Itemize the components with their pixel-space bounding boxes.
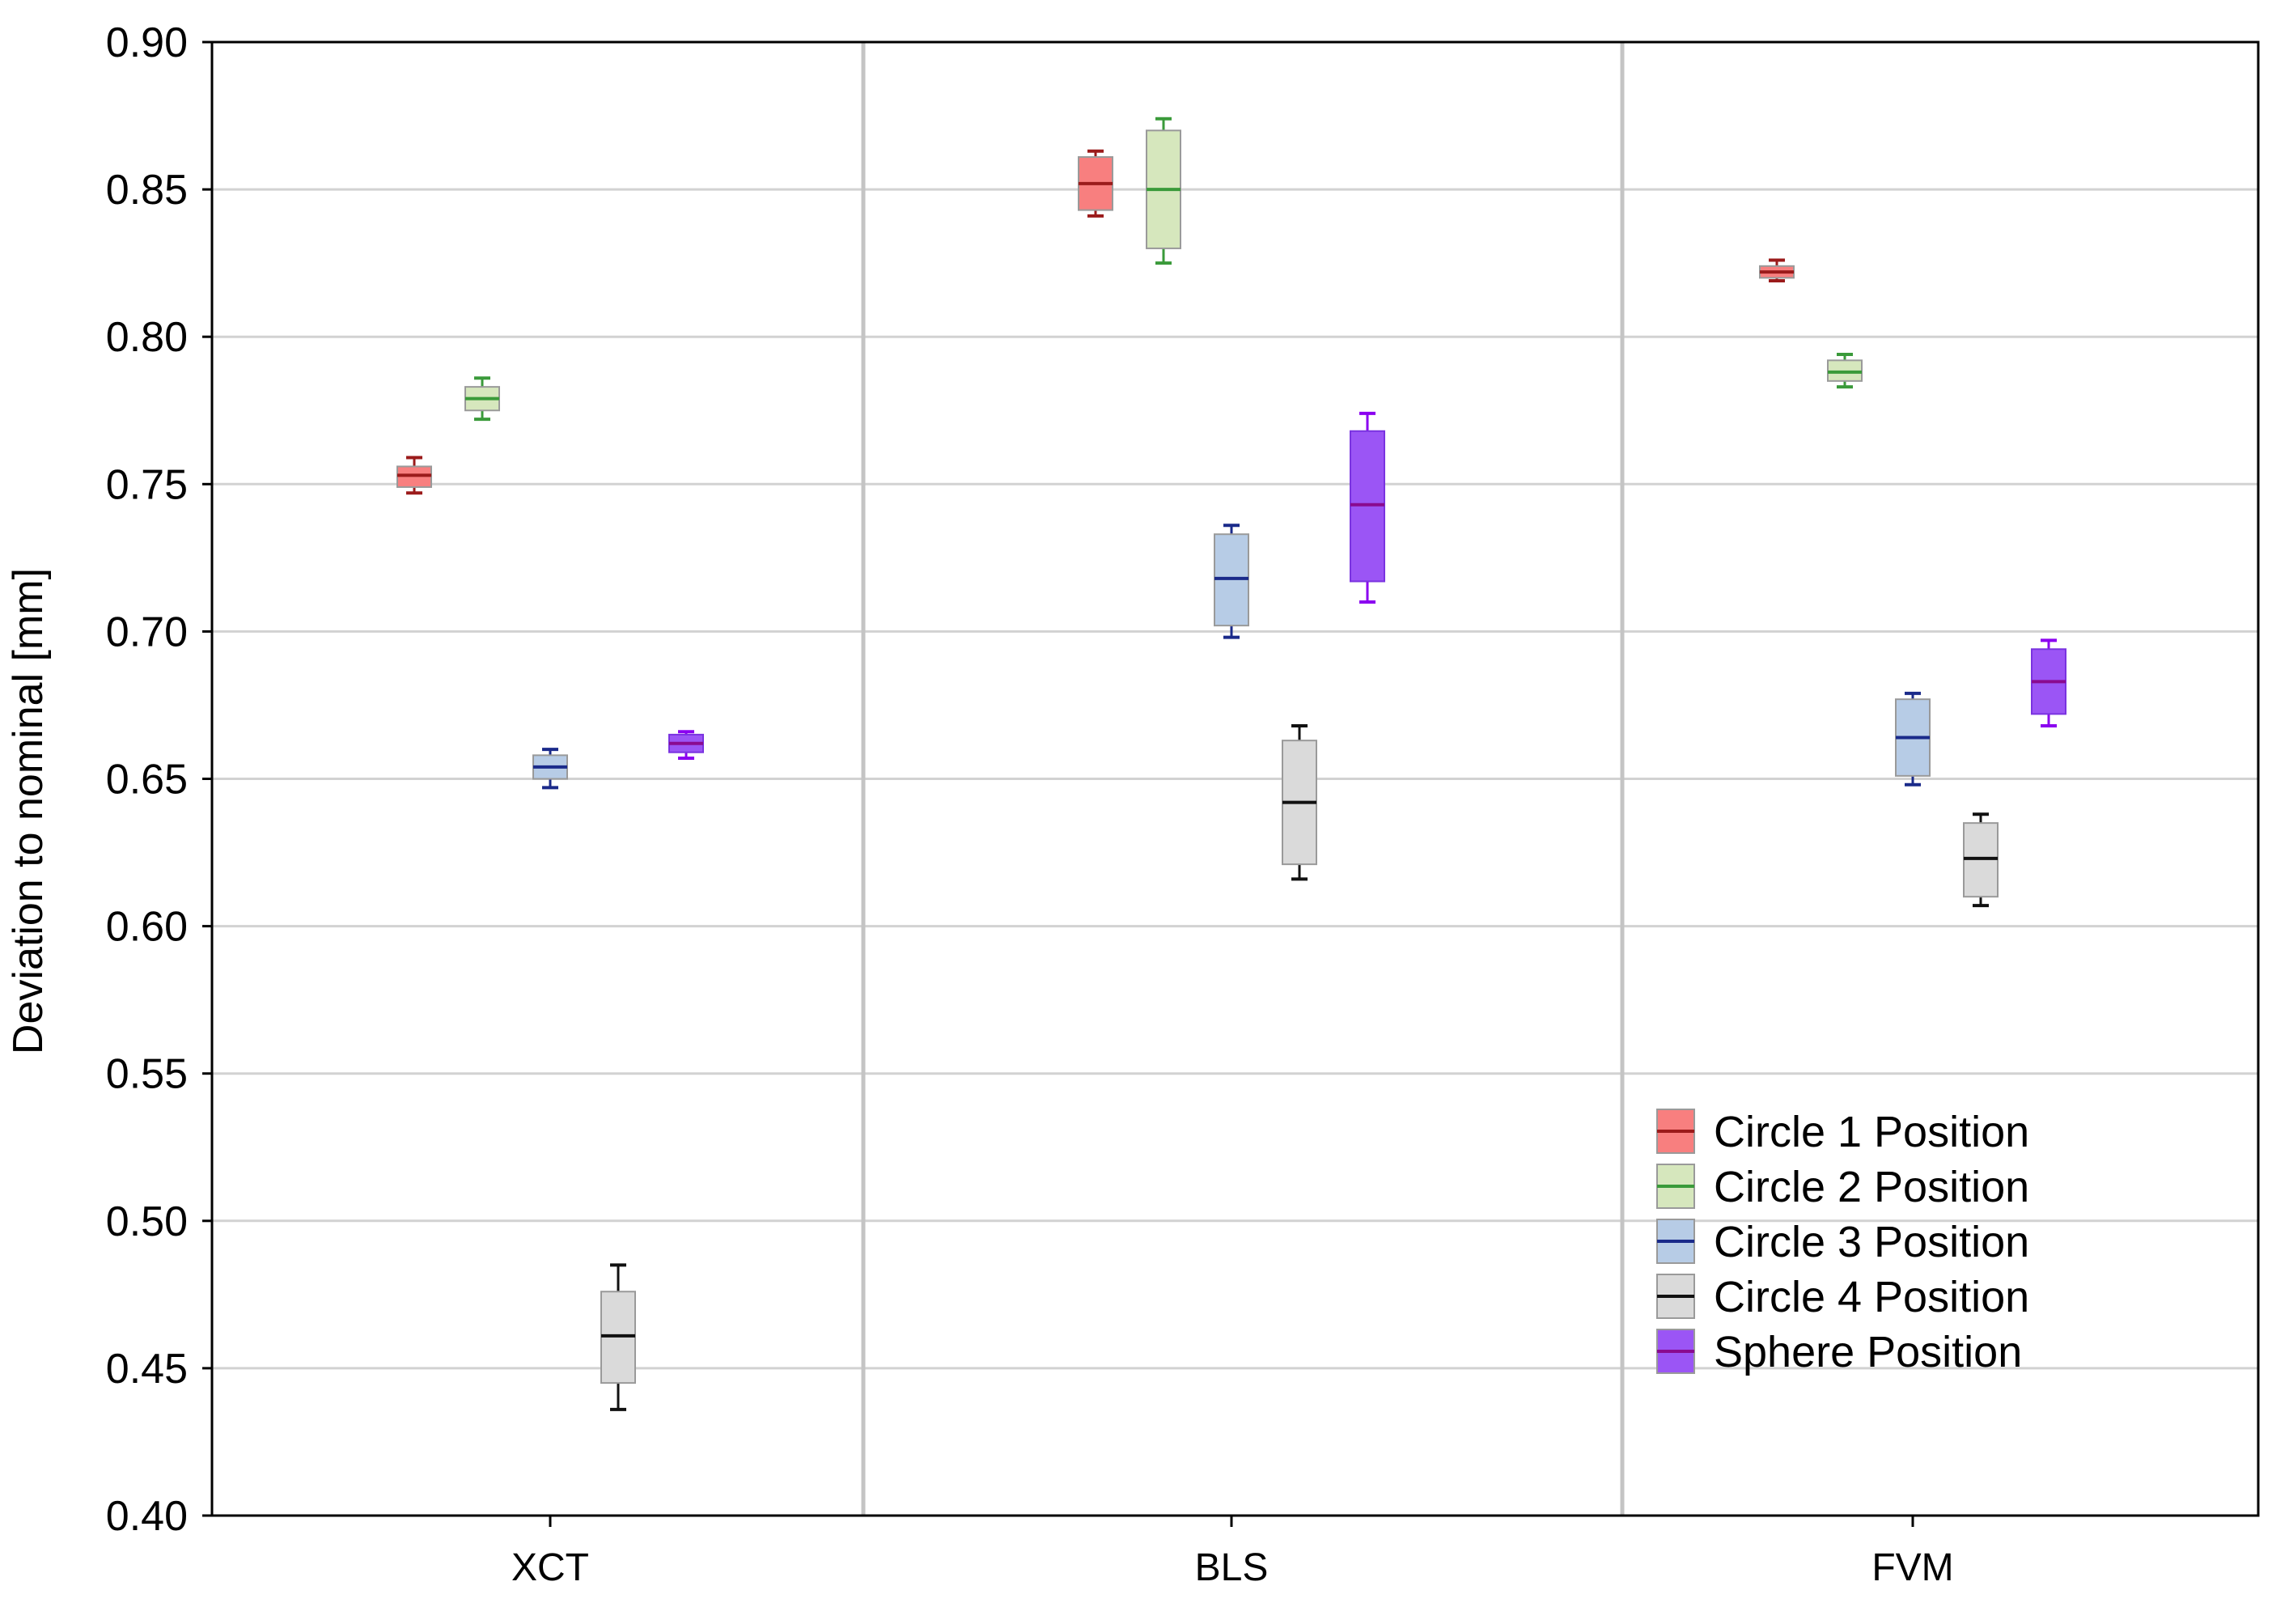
- y-tick-label: 0.75: [106, 461, 188, 508]
- box-sphere-position-fvm: [2031, 638, 2066, 727]
- x-axis-ticks: XCT BLS FVM: [511, 1516, 1954, 1589]
- box-sphere-position-bls: [1350, 411, 1385, 604]
- box-circle-1-position-xct: [396, 456, 432, 495]
- box-circle-3-position-fvm: [1895, 691, 1931, 787]
- legend-item: Circle 4 Position: [1656, 1273, 2029, 1321]
- legend-label: Circle 1 Position: [1714, 1108, 2029, 1156]
- y-axis-label: Deviation to nominal [mm]: [5, 568, 52, 1054]
- group-separators: [861, 42, 1625, 1516]
- x-tick-label: FVM: [1871, 1546, 1953, 1589]
- box-circle-2-position-fvm: [1827, 353, 1863, 389]
- box-sphere-position-xct: [668, 730, 704, 761]
- box-circle-4-position-xct: [600, 1263, 636, 1411]
- y-tick-label: 0.60: [106, 904, 188, 951]
- box-circle-2-position-xct: [464, 376, 500, 422]
- box-circle-2-position-bls: [1146, 117, 1181, 265]
- y-tick-label: 0.85: [106, 167, 188, 214]
- box-circle-1-position-fvm: [1759, 258, 1795, 283]
- y-tick-label: 0.40: [106, 1493, 188, 1540]
- box-series: [396, 117, 2066, 1411]
- legend-label: Circle 3 Position: [1714, 1218, 2029, 1266]
- legend: Circle 1 Position Circle 2 Position Circle…: [1656, 1108, 2029, 1376]
- x-tick-label: XCT: [511, 1546, 589, 1589]
- legend-label: Circle 2 Position: [1714, 1163, 2029, 1211]
- legend-item: Sphere Position: [1656, 1328, 2022, 1376]
- box-circle-3-position-xct: [532, 748, 568, 790]
- y-axis-ticks: 0.40 0.45 0.50 0.55 0.60 0.65 0.70 0.75 0.80 0.85…: [106, 19, 212, 1540]
- legend-item: Circle 3 Position: [1656, 1218, 2029, 1266]
- x-tick-label: BLS: [1195, 1546, 1269, 1589]
- box-circle-1-position-bls: [1078, 149, 1113, 218]
- y-tick-label: 0.45: [106, 1346, 188, 1393]
- y-tick-label: 0.90: [106, 19, 188, 66]
- legend-label: Sphere Position: [1714, 1328, 2022, 1376]
- y-tick-label: 0.70: [106, 608, 188, 655]
- box-circle-3-position-bls: [1214, 524, 1249, 639]
- y-tick-label: 0.50: [106, 1198, 188, 1245]
- legend-item: Circle 2 Position: [1656, 1163, 2029, 1211]
- box-circle-4-position-bls: [1282, 723, 1317, 881]
- y-tick-label: 0.80: [106, 314, 188, 361]
- box-circle-4-position-fvm: [1963, 812, 1999, 908]
- legend-label: Circle 4 Position: [1714, 1273, 2029, 1321]
- y-tick-label: 0.65: [106, 757, 188, 804]
- legend-item: Circle 1 Position: [1656, 1108, 2029, 1156]
- y-tick-label: 0.55: [106, 1051, 188, 1098]
